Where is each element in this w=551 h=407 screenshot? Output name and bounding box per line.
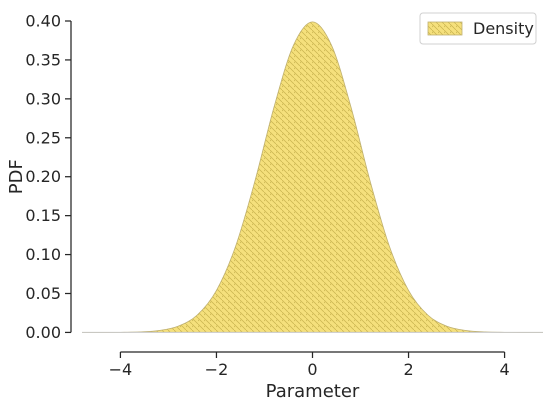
density-outline (81, 21, 544, 333)
x-tick-label: 4 (499, 360, 509, 379)
y-tick-label: 0.35 (25, 50, 61, 69)
legend-swatch-density (427, 21, 463, 36)
x-axis-title: Parameter (266, 381, 360, 402)
y-tick-label: 0.05 (25, 284, 61, 303)
x-tick-label: 2 (403, 360, 413, 379)
y-tick-label: 0.20 (25, 167, 61, 186)
x-tick-label: −2 (205, 360, 229, 379)
plot-area (81, 21, 544, 333)
y-tick-label: 0.40 (25, 12, 61, 31)
x-axis: −4 −2 0 2 4 (109, 351, 510, 379)
y-axis-title: PDF (6, 159, 27, 194)
x-tick-label: −4 (109, 360, 133, 379)
y-tick-label: 0.30 (25, 89, 61, 108)
y-tick-label: 0.15 (25, 206, 61, 225)
legend-label-density: Density (473, 19, 534, 38)
y-tick-label: 0.25 (25, 128, 61, 147)
x-tick-label: 0 (307, 360, 317, 379)
y-tick-label: 0.00 (25, 323, 61, 342)
density-area (82, 21, 543, 333)
legend: Density (419, 12, 537, 45)
series-layer (81, 21, 544, 333)
y-tick-label: 0.10 (25, 245, 61, 264)
y-axis: 0.00 0.05 0.10 0.15 0.20 0.25 0.30 0.35 0.40 (25, 12, 72, 342)
legend-box (419, 12, 537, 45)
